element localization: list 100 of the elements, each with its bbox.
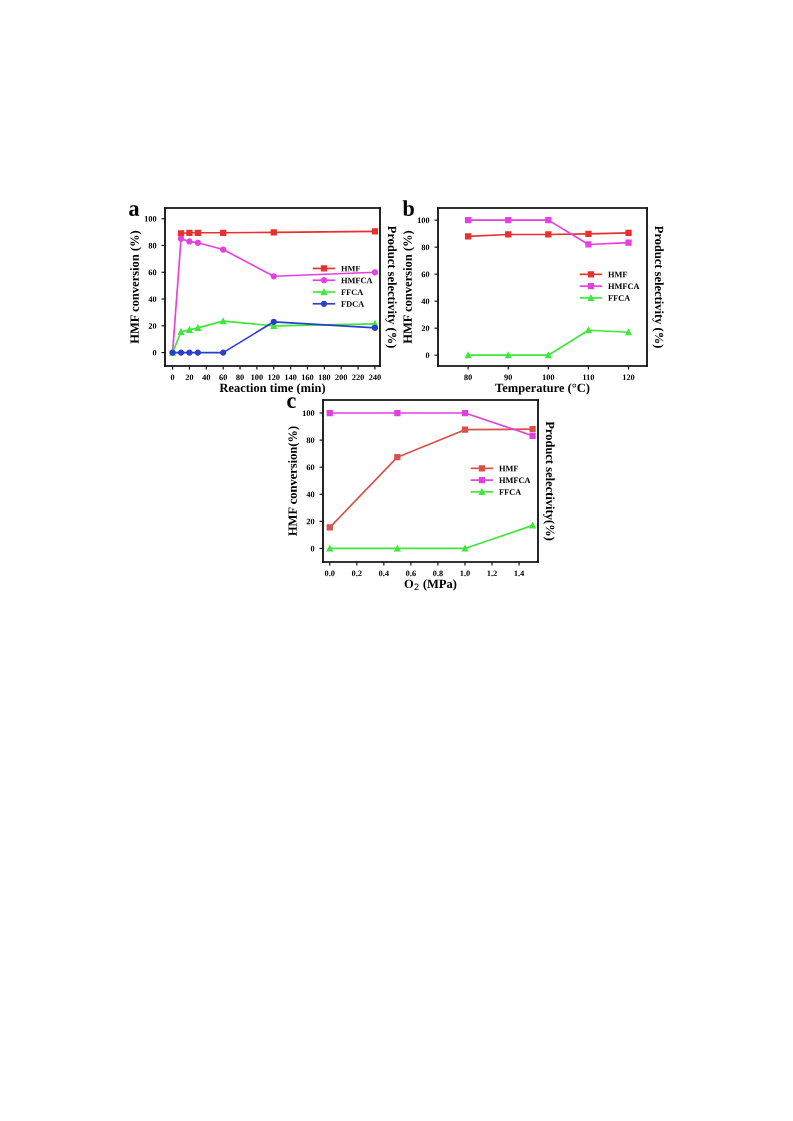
point [585,327,592,334]
point [326,545,333,552]
x-tick-label: 110 [583,374,595,381]
point [545,217,552,224]
y-tick-label: 20 [148,323,157,329]
point [220,318,227,325]
y-tick-label: 0 [152,349,157,356]
x-tick-label: 0 [170,374,175,381]
x-tick-label: 80 [236,374,244,381]
y-tick-label: 60 [421,271,430,278]
point [461,426,469,433]
point [505,217,512,224]
point [529,522,536,529]
x-tick-label: 40 [202,374,211,381]
legend-label: FDCA [341,301,365,307]
x-tick-label: 100 [251,374,263,381]
point [464,233,472,240]
x-tick-label: 0.0 [324,570,335,577]
point [194,229,202,236]
legend-label: HMF [608,271,628,278]
point [529,425,536,433]
point [371,324,379,331]
y-tick-label: 40 [148,296,157,303]
point [371,269,379,276]
x-axis-title: O$_{2}$ (MPa) [404,579,457,591]
point [585,230,592,237]
point [177,328,185,335]
point [194,324,202,331]
y-tick-label: 60 [148,269,157,276]
y-tick-label: 100 [417,217,430,224]
x-tick-label: 1.0 [460,570,470,577]
point [394,545,401,552]
point [177,230,185,237]
x-tick-label: 20 [185,374,194,381]
y-axis-title: HMF conversion (%) [130,230,142,344]
x-tick-label: 180 [318,374,331,381]
legend-label: HMFCA [608,283,640,290]
legend-label: HMF [499,465,519,472]
y-tick-label: 0 [425,352,430,359]
legend-label: HMF [341,265,361,272]
y-tick-label: 80 [148,242,157,249]
point [625,329,632,336]
point [270,229,277,236]
y-tick-label: 20 [306,518,315,525]
y-tick-label: 80 [421,244,430,251]
point [529,432,536,439]
point [625,229,632,236]
x-tick-label: 80 [464,374,472,381]
x-tick-label: 0.2 [351,570,362,577]
x-tick-label: 120 [622,374,635,381]
x-tick-label: 160 [301,374,314,381]
y-tick-label: 60 [306,464,315,471]
point [585,241,592,248]
x-axis-title: Temperature (°C) [495,383,590,395]
x-tick-label: 0.4 [378,570,389,577]
point [220,229,227,236]
point [194,239,202,246]
legend-label: FFCA [499,489,522,495]
x-tick-label: 60 [219,374,228,381]
point [270,273,277,280]
point [186,238,193,245]
y-tick-label: 0 [310,545,315,552]
point [194,349,202,356]
point [186,326,193,333]
y-axis-title: HMF conversion(%) [288,426,300,536]
x-tick-label: 100 [542,374,555,381]
x-tick-label: 1.2 [487,570,497,577]
x-tick-label: 220 [352,374,365,381]
y-axis-title: HMF conversion (%) [403,230,415,344]
x-tick-label: 140 [285,374,297,381]
legend-label: FFCA [608,295,631,301]
point [371,228,379,235]
y-tick-label: 40 [421,298,430,305]
point [326,409,333,417]
point [461,409,469,417]
y2-axis-title: Product selectivity (%) [385,225,397,348]
point [464,352,472,359]
legend-label: HMFCA [499,477,531,484]
x-tick-label: 0.8 [433,570,443,577]
point [505,352,512,359]
y2-axis-title: Product selectivity(%) [543,421,555,541]
y-tick-label: 100 [302,410,315,416]
point [186,229,193,236]
point [545,352,552,359]
x-tick-label: 0.6 [406,570,416,577]
legend-label: HMFCA [341,277,373,284]
y-tick-label: 40 [306,491,315,498]
point [394,454,401,461]
y2-axis-title: Product selectivity (%) [652,225,664,348]
point [177,349,185,356]
chart-title: c [287,397,296,408]
chart-title: b [402,200,414,216]
legend-label: FFCA [341,289,364,295]
x-tick-label: 240 [369,374,381,381]
y-tick-label: 100 [144,216,157,222]
point [220,349,227,356]
point [394,409,401,417]
chart-title: a [129,205,140,216]
x-tick-label: 1.4 [514,570,525,577]
point [625,239,632,246]
